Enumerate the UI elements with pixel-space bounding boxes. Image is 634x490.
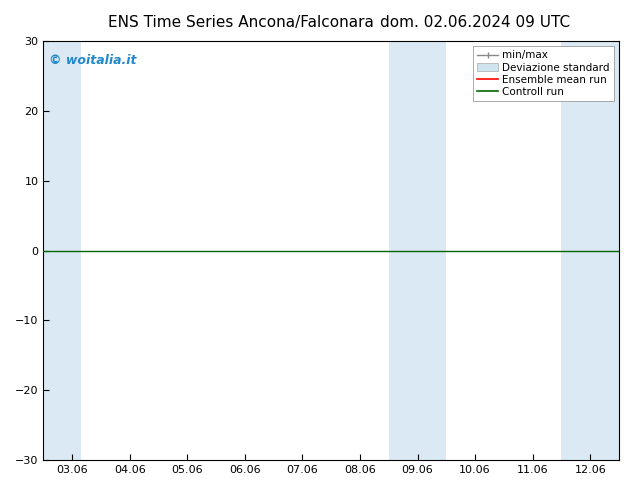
Bar: [43, 41, 81, 460]
Bar: [389, 41, 446, 460]
Bar: [562, 41, 619, 460]
Legend: min/max, Deviazione standard, Ensemble mean run, Controll run: min/max, Deviazione standard, Ensemble m…: [473, 46, 614, 101]
Text: © woitalia.it: © woitalia.it: [49, 53, 136, 67]
Text: dom. 02.06.2024 09 UTC: dom. 02.06.2024 09 UTC: [380, 15, 571, 30]
Text: ENS Time Series Ancona/Falconara: ENS Time Series Ancona/Falconara: [108, 15, 374, 30]
